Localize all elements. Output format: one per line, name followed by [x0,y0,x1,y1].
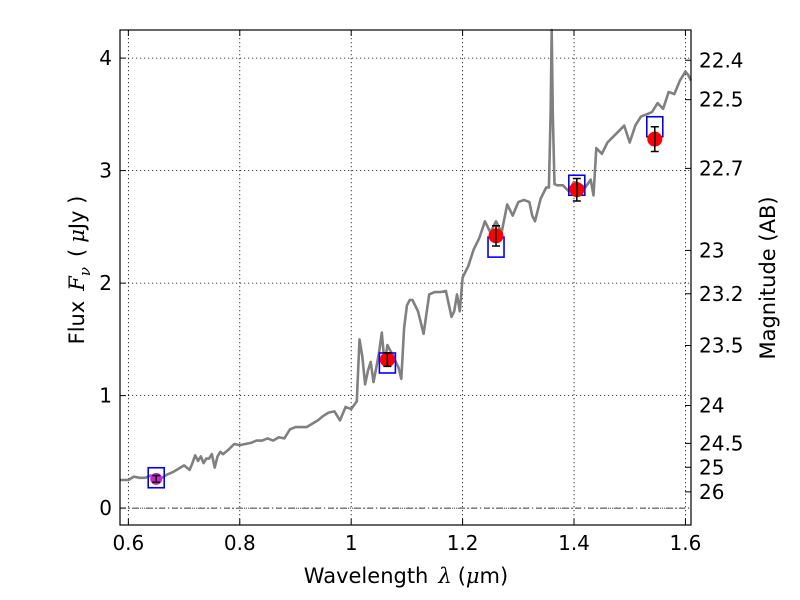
mag-tick-label: 24.5 [699,431,744,455]
y-axis-ticks: 0 1 2 3 4 [99,46,126,520]
mag-tick-label: 22.7 [699,156,744,180]
model-flux-box [147,466,166,489]
y-tick-label: 2 [99,271,112,295]
mag-tick-label: 24 [699,394,724,418]
y-tick-label: 1 [99,384,112,408]
x-axis-ticks: 0.6 0.8 1 1.2 1.4 1.6 [112,30,701,555]
sed-model-line [120,28,693,482]
mag-tick-label: 22.5 [699,88,744,112]
x-tick-label: 1.6 [670,531,702,555]
mag-tick-label: 25 [699,455,724,479]
x-tick-label: 1.4 [558,531,590,555]
mag-tick-label: 26 [699,480,724,504]
x-tick-label: 1.2 [447,531,479,555]
y-tick-label: 0 [99,496,112,520]
y-axis-label: FluxFν(μJy ) [65,196,94,345]
x-tick-label: 1 [345,531,358,555]
x-tick-label: 0.8 [224,531,256,555]
y-tick-label: 4 [99,46,112,70]
mag-tick-label: 22.4 [699,48,744,72]
mag-tick-label: 23 [699,238,724,262]
x-axis-label: Wavelength λ (μm) [304,564,508,588]
plot-frame [119,29,692,526]
model-flux-boxes [147,115,664,489]
x-tick-label: 0.6 [112,531,144,555]
plot-area [120,28,693,489]
mag-tick-label: 23.2 [699,282,744,306]
photometry-points [150,126,663,485]
grid-lines [120,30,691,525]
mag-tick-label: 23.5 [699,334,744,358]
y-tick-label: 3 [99,159,112,183]
magnitude-axis-label: Magnitude (AB) [756,196,780,359]
